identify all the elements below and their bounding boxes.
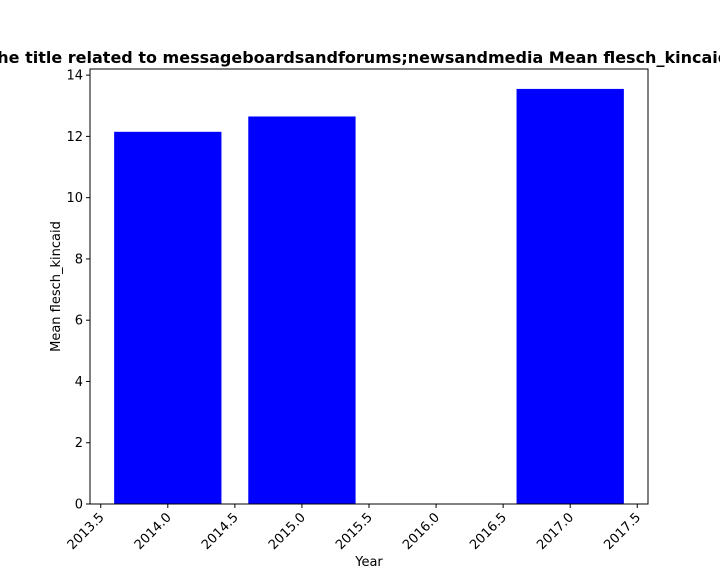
y-tick-label: 8 [75, 252, 83, 267]
y-tick-label: 4 [75, 375, 83, 390]
chart-title: Mean score of the title related to messa… [0, 48, 720, 67]
x-tick-label: 2015.5 [333, 510, 376, 553]
x-tick-label: 2017.5 [601, 510, 644, 553]
x-tick-label: 2016.5 [467, 510, 510, 553]
x-tick-label: 2017.0 [534, 510, 577, 553]
bar-2017 [516, 88, 624, 504]
y-tick-label: 14 [66, 69, 83, 84]
y-axis-label: Mean flesch_kincaid [49, 221, 64, 352]
x-tick-label: 2015.0 [266, 510, 309, 553]
y-axis-ticks: 0 2 4 6 8 10 12 14 [66, 69, 90, 513]
y-tick-label: 2 [75, 436, 83, 451]
bar-2015 [248, 116, 356, 504]
y-tick-label: 0 [75, 498, 83, 513]
y-tick-label: 12 [66, 130, 83, 145]
x-tick-label: 2014.5 [199, 510, 242, 553]
y-tick-label: 6 [75, 314, 83, 329]
x-tick-label: 2013.5 [65, 510, 108, 553]
x-tick-label: 2016.0 [400, 510, 443, 553]
x-axis-ticks: 2013.5 2014.0 2014.5 2015.0 2015.5 2016.0 2016… [65, 504, 644, 553]
x-axis-label: Year [354, 555, 383, 570]
bar-2014 [114, 131, 222, 504]
bars-group [114, 88, 624, 504]
x-tick-label: 2014.0 [132, 510, 175, 553]
y-tick-label: 10 [66, 191, 83, 206]
